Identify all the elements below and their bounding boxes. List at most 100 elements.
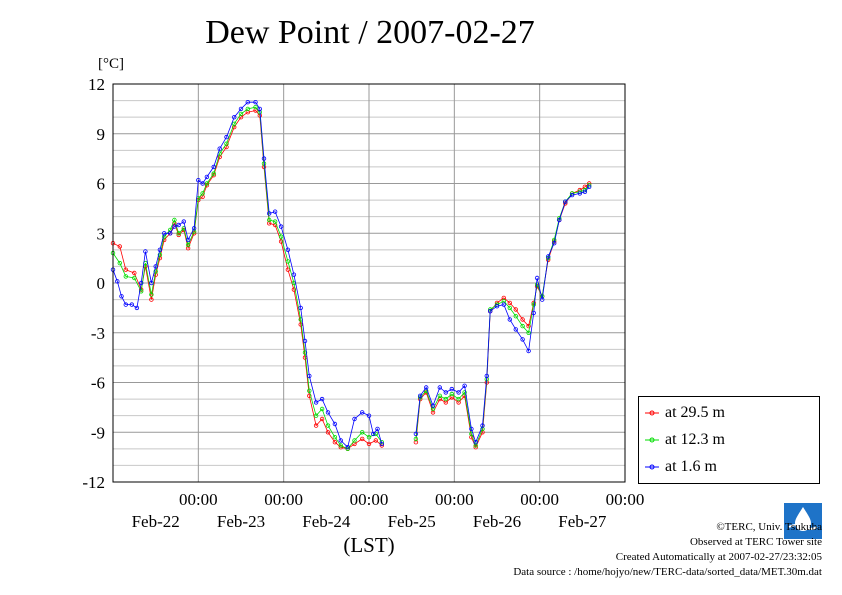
data-point [132,270,137,276]
copyright-text: ©TERC, Univ. Tsukuba [716,521,822,533]
plot-frame [112,83,626,483]
x-axis-ticks: 00:00 Feb-22 00:00 Feb-23 00:00 Feb-24 00:00 Fe… [132,490,645,531]
data-point [200,191,205,196]
data-point [338,438,343,443]
x-tick-date: Feb-25 [388,512,436,531]
data-point [313,400,319,405]
data-point [157,252,163,257]
x-tick-time: 00:00 [350,490,389,509]
data-point [443,390,448,395]
data-point [319,396,325,402]
data-point [285,259,291,264]
x-tick-date: Feb-22 [132,512,180,531]
data-point [172,217,177,223]
data-point [285,247,291,252]
data-point [366,441,372,447]
data-point [360,410,365,415]
data-point [176,231,181,236]
series-2 [110,99,592,450]
series-line [415,186,590,444]
data-point [231,114,237,120]
data-point [520,323,525,329]
data-point [494,304,500,309]
legend-marker-blue [645,464,659,470]
series-line [415,183,590,449]
y-axis-ticks: 12 9 6 3 0 -3 -6 -9 -12 [82,75,105,492]
y-unit-label: [°C] [98,56,124,72]
data-point [443,396,448,402]
legend-label: at 1.6 m [665,458,717,475]
data-point [185,237,191,243]
data-point [224,134,229,140]
data-point [211,171,216,176]
data-point [507,300,512,306]
y-tick-label: 6 [97,175,106,194]
x-tick-date: Feb-26 [473,512,521,531]
data-point [211,164,216,170]
data-point [582,189,588,194]
data-point [424,385,429,390]
data-point [172,224,177,229]
x-tick-time: 00:00 [264,490,303,509]
data-point [520,337,525,342]
source-text: Data source : /home/hojyo/new/TERC-data/… [513,566,822,578]
legend-marker-red [645,410,659,416]
data-point [360,430,365,435]
data-point [176,222,181,228]
data-point [325,410,331,415]
data-point [123,267,128,272]
data-point [204,174,210,180]
data-point [430,403,436,408]
data-point [117,260,122,266]
legend-label: at 29.5 m [665,404,725,421]
data-point [117,244,122,249]
x-tick-time: 00:00 [520,490,559,509]
data-point [115,279,120,284]
data-point [360,436,365,442]
data-point [513,327,518,332]
y-tick-label: -6 [91,374,105,393]
x-tick-time: 00:00 [179,490,218,509]
data-point [325,423,331,428]
chart-title: Dew Point / 2007-02-27 [205,14,535,51]
data-point [231,121,237,126]
data-point [217,146,222,151]
data-point [313,423,319,428]
data-point [366,435,372,440]
data-point [204,181,210,186]
legend-item-12-3m: at 12.3 m [645,429,725,451]
data-point [513,307,518,312]
y-tick-label: 12 [88,75,105,94]
data-point [456,396,461,402]
data-point [449,386,454,392]
data-point [373,438,378,443]
data-point [157,247,163,252]
data-point [437,393,442,398]
data-point [200,181,205,186]
x-tick-time: 00:00 [606,490,645,509]
data-point [278,224,284,229]
data-point [371,431,376,437]
data-point [285,267,291,272]
legend-label: at 12.3 m [665,431,725,448]
series-group [110,99,592,451]
data-point [153,264,158,269]
terc-logo-icon [784,503,822,539]
credits-block: ©TERC, Univ. Tsukuba Observed at TERC To… [513,520,822,580]
series-line [112,101,383,448]
data-point [375,426,380,432]
data-point [379,441,384,447]
data-point [507,317,512,322]
y-tick-label: -12 [82,473,105,492]
data-point [238,106,244,112]
x-tick-date: Feb-23 [217,512,265,531]
data-point [319,406,325,412]
series-line [112,106,383,450]
x-tick-time: 00:00 [435,490,474,509]
y-tick-label: 0 [97,274,106,293]
data-point [449,391,454,397]
x-tick-date: Feb-27 [558,512,607,531]
data-point [185,242,191,248]
data-point [332,440,338,445]
